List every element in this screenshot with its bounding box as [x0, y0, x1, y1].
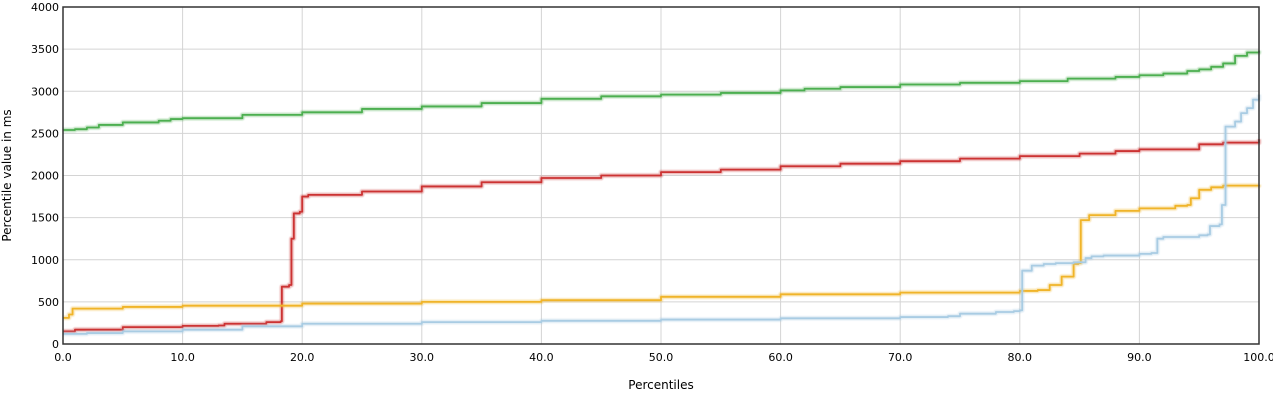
- y-tick-label: 1500: [31, 212, 59, 225]
- x-tick-label: 80.0: [1008, 351, 1033, 364]
- x-tick-label: 40.0: [529, 351, 554, 364]
- y-tick-label: 500: [38, 296, 59, 309]
- x-tick-labels: 0.0 10.0 20.0 30.0 40.0 50.0 60.0 70.0 80.0 90.0 1…: [54, 351, 1273, 364]
- y-tick-label: 0: [52, 338, 59, 351]
- y-tick-label: 1000: [31, 254, 59, 267]
- x-tick-label: 50.0: [649, 351, 674, 364]
- y-tick-label: 2000: [31, 170, 59, 183]
- series-1-line: [63, 50, 1260, 131]
- x-tick-label: 0.0: [54, 351, 72, 364]
- series-3-line: [63, 184, 1260, 319]
- plot-area-frame: [62, 6, 1260, 345]
- x-tick-label: 10.0: [170, 351, 195, 364]
- y-tick-label: 2500: [31, 127, 59, 140]
- x-tick-label: 20.0: [290, 351, 315, 364]
- series-lines: [63, 50, 1262, 337]
- x-tick-label: 30.0: [410, 351, 435, 364]
- x-tick-label: 70.0: [888, 351, 913, 364]
- y-tick-label: 3000: [31, 85, 59, 98]
- x-axis-title: Percentiles: [628, 378, 693, 392]
- x-tick-label: 60.0: [768, 351, 793, 364]
- series-4-line: [63, 94, 1260, 335]
- x-tick-label: 90.0: [1127, 351, 1152, 364]
- y-axis-title: Percentile value in ms: [0, 109, 14, 241]
- y-tick-label: 3500: [31, 43, 59, 56]
- y-tick-labels: 0 500 1000 1500 2000 2500 3000 3500 4000: [31, 1, 59, 351]
- y-tick-label: 4000: [31, 1, 59, 14]
- x-tick-label: 100.0: [1243, 351, 1273, 364]
- series-2-line: [63, 139, 1260, 333]
